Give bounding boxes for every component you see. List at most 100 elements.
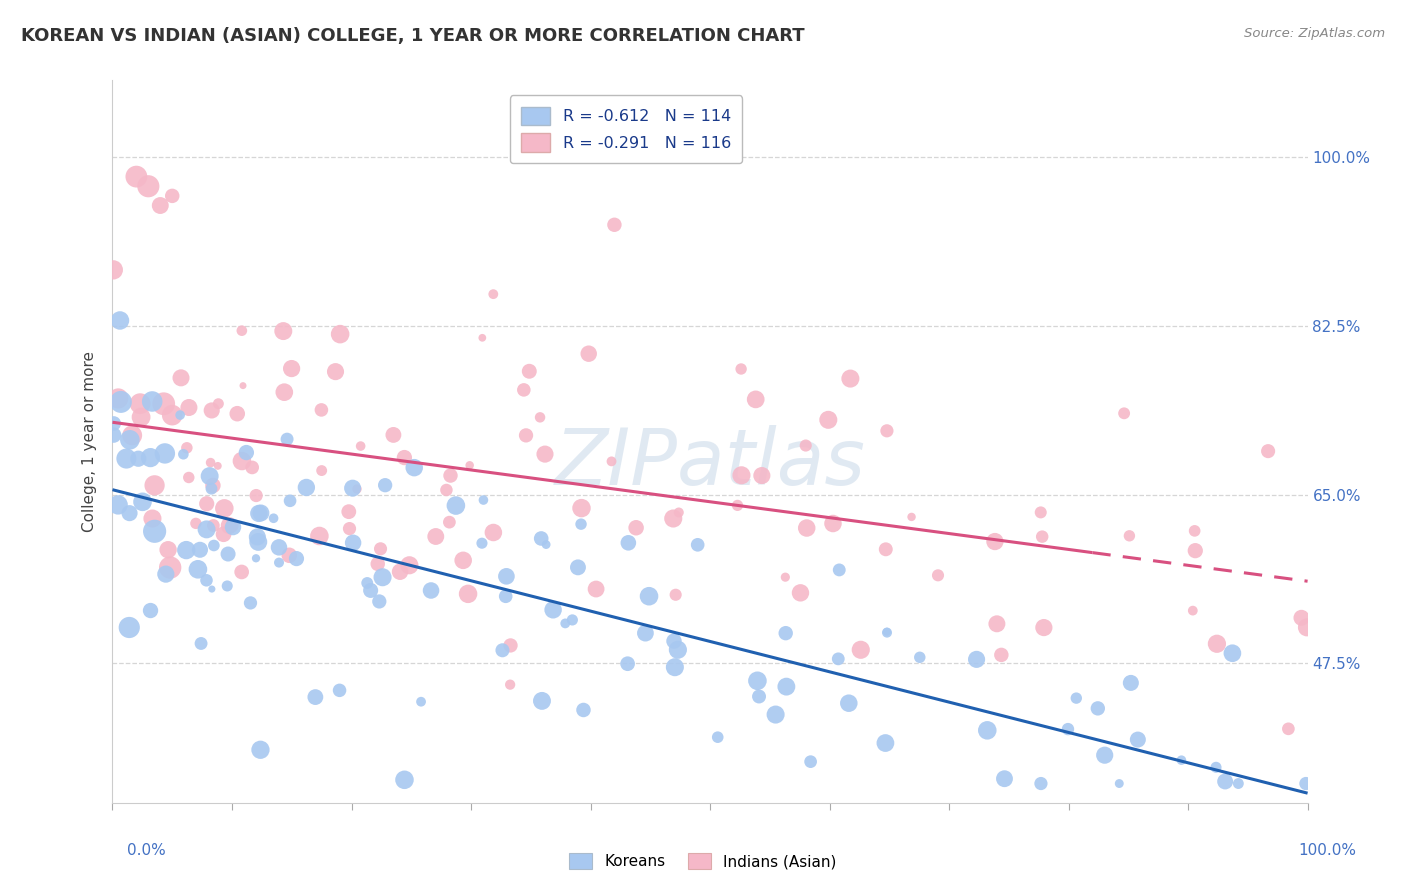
Point xyxy=(370,541,392,556)
Point xyxy=(160,408,183,422)
Point xyxy=(796,521,818,535)
Point xyxy=(578,347,600,361)
Point xyxy=(668,506,690,520)
Point xyxy=(200,456,222,470)
Point xyxy=(115,451,138,466)
Point xyxy=(665,588,688,602)
Point xyxy=(1066,691,1088,706)
Point xyxy=(875,736,897,750)
Point xyxy=(572,703,595,717)
Point xyxy=(993,772,1015,786)
Point xyxy=(530,694,553,708)
Point xyxy=(394,772,416,787)
Point xyxy=(278,549,301,563)
Point xyxy=(1119,676,1142,690)
Point xyxy=(1222,646,1244,660)
Point xyxy=(138,179,160,194)
Point xyxy=(638,589,661,603)
Point xyxy=(1295,776,1317,790)
Point xyxy=(1277,722,1299,736)
Point xyxy=(751,468,773,483)
Point xyxy=(1057,722,1080,736)
Point xyxy=(152,397,174,411)
Point xyxy=(368,594,391,608)
Point xyxy=(218,518,240,533)
Point xyxy=(1108,776,1130,790)
Point xyxy=(569,517,592,532)
Point xyxy=(585,582,607,596)
Point xyxy=(849,642,872,657)
Point xyxy=(311,464,333,478)
Point xyxy=(730,362,752,376)
Point xyxy=(561,613,583,627)
Point xyxy=(748,690,770,704)
Point xyxy=(131,495,153,509)
Point xyxy=(984,534,1007,549)
Point xyxy=(239,596,262,610)
Point xyxy=(634,626,657,640)
Point xyxy=(457,587,479,601)
Point xyxy=(1184,543,1206,558)
Point xyxy=(240,460,263,475)
Point xyxy=(195,497,218,511)
Point xyxy=(110,395,132,409)
Point xyxy=(267,541,290,555)
Y-axis label: College, 1 year or more: College, 1 year or more xyxy=(82,351,97,532)
Point xyxy=(222,520,245,534)
Point xyxy=(616,657,638,671)
Point xyxy=(311,403,333,417)
Point xyxy=(247,535,270,549)
Point xyxy=(571,501,593,516)
Point xyxy=(159,560,181,574)
Point xyxy=(800,755,823,769)
Point xyxy=(280,361,302,376)
Point xyxy=(149,198,172,212)
Point xyxy=(398,558,420,573)
Point xyxy=(342,481,364,495)
Point xyxy=(451,553,474,567)
Text: KOREAN VS INDIAN (ASIAN) COLLEGE, 1 YEAR OR MORE CORRELATION CHART: KOREAN VS INDIAN (ASIAN) COLLEGE, 1 YEAR… xyxy=(21,27,804,45)
Point xyxy=(600,454,623,468)
Point xyxy=(1213,774,1236,789)
Point xyxy=(1170,753,1192,767)
Point xyxy=(444,499,467,513)
Point xyxy=(188,542,211,557)
Point xyxy=(775,626,797,640)
Point xyxy=(727,499,749,513)
Point xyxy=(1181,604,1204,618)
Point xyxy=(201,403,224,417)
Point xyxy=(231,324,253,338)
Point xyxy=(1094,748,1116,763)
Point xyxy=(139,450,162,465)
Point xyxy=(662,634,685,648)
Point xyxy=(285,551,308,566)
Point xyxy=(404,460,426,475)
Point xyxy=(482,525,505,540)
Point xyxy=(1032,621,1054,635)
Point xyxy=(174,543,197,558)
Point xyxy=(775,680,797,694)
Point xyxy=(875,542,897,557)
Point xyxy=(420,583,443,598)
Point xyxy=(249,743,271,757)
Point xyxy=(747,673,769,688)
Point xyxy=(1291,611,1313,625)
Point xyxy=(232,378,254,392)
Point xyxy=(817,413,839,427)
Legend: Koreans, Indians (Asian): Koreans, Indians (Asian) xyxy=(562,847,844,875)
Point xyxy=(195,574,218,588)
Point xyxy=(838,696,860,710)
Point xyxy=(371,570,394,584)
Point xyxy=(828,563,851,577)
Point xyxy=(491,643,513,657)
Point xyxy=(389,565,412,579)
Point xyxy=(226,407,249,421)
Point xyxy=(603,218,626,232)
Point xyxy=(235,445,257,459)
Point xyxy=(207,397,229,411)
Point xyxy=(172,447,194,461)
Point xyxy=(534,537,557,551)
Point xyxy=(495,569,517,583)
Point xyxy=(554,616,576,631)
Point xyxy=(908,650,931,665)
